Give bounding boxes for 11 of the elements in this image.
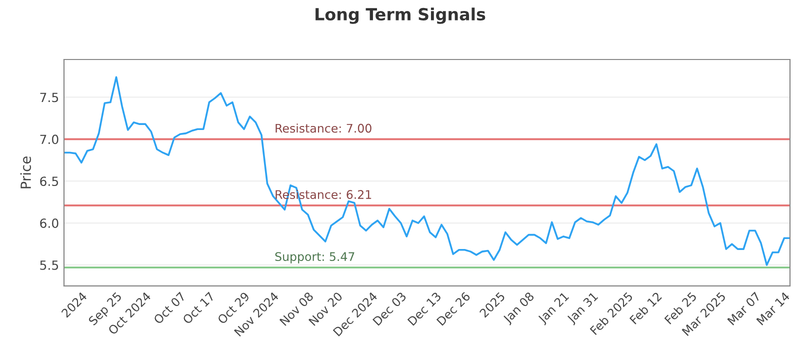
- line-series: [64, 76, 790, 266]
- y-tick-label: 7.0: [40, 134, 58, 144]
- y-tick-label: 6.5: [40, 176, 58, 186]
- ref-line-label: Resistance: 7.00: [276, 124, 372, 133]
- y-tick-label: 5.5: [40, 260, 58, 270]
- x-tick-label: Oct 17: [182, 292, 215, 325]
- y-axis-title: Price: [20, 156, 32, 188]
- chart-title: Long Term Signals: [316, 8, 486, 24]
- y-tick-label: 6.0: [40, 218, 58, 228]
- y-tick-label: 7.5: [40, 92, 58, 102]
- ref-line-label: Support: 5.47: [275, 252, 354, 264]
